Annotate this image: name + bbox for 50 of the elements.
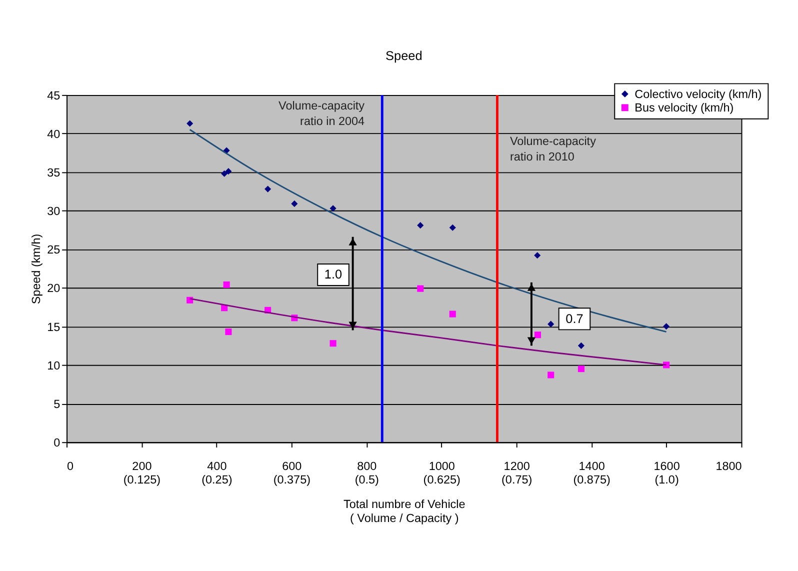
point bbox=[330, 340, 336, 347]
point bbox=[449, 310, 456, 318]
point bbox=[330, 205, 336, 212]
annotation: 0.7 bbox=[566, 310, 584, 326]
point bbox=[225, 328, 232, 336]
legend-label: Colectivo velocity (km/h) bbox=[634, 88, 762, 101]
point bbox=[578, 366, 584, 372]
chart-title: Speed bbox=[386, 48, 422, 64]
ref-line-label: Volume-capacity ratio in 2004 bbox=[278, 100, 366, 128]
y-tick-label: 10 bbox=[47, 359, 61, 372]
point bbox=[548, 372, 554, 378]
y-tick-label: 20 bbox=[47, 282, 61, 296]
point bbox=[449, 224, 456, 231]
x-tick-label: 0 bbox=[66, 460, 74, 473]
point bbox=[534, 252, 541, 259]
y-tick-label: 35 bbox=[47, 166, 61, 180]
annotation: 1.0 bbox=[324, 266, 342, 282]
y-tick-label: 5 bbox=[54, 398, 61, 411]
y-tick-label: 0 bbox=[54, 436, 61, 450]
y-tick-label: 30 bbox=[47, 205, 61, 218]
point bbox=[225, 168, 232, 175]
x-axis-title: Total numbre of Vehicle ( Volume / Capacity ) bbox=[343, 498, 466, 525]
x-tick-label: 1800 bbox=[716, 460, 742, 473]
point bbox=[221, 170, 228, 177]
point bbox=[534, 332, 541, 338]
x-tick-label: 1000 (0.625) bbox=[423, 460, 461, 487]
x-tick-label: 1200 (0.75) bbox=[502, 460, 532, 487]
x-tick-label: 400 (0.25) bbox=[202, 460, 232, 487]
point bbox=[548, 320, 554, 328]
point bbox=[186, 120, 194, 127]
y-tick-label: 25 bbox=[47, 244, 61, 257]
x-tick-label: 1400 (0.875) bbox=[573, 460, 610, 487]
point bbox=[578, 342, 584, 349]
line-series bbox=[189, 128, 668, 333]
point bbox=[417, 285, 424, 292]
ref-line-label: Volume-capacity ratio in 2010 bbox=[510, 134, 596, 164]
y-tick-label: 40 bbox=[47, 128, 61, 141]
legend-label: Bus velocity (km/h) bbox=[634, 102, 734, 115]
x-tick-label: 200 (0.125) bbox=[123, 460, 161, 487]
point bbox=[264, 186, 272, 192]
point bbox=[223, 281, 230, 288]
point bbox=[663, 323, 670, 330]
y-tick-label: 45 bbox=[47, 89, 61, 102]
x-tick-label: 1600 (1.0) bbox=[654, 460, 680, 487]
x-tick-label: 600 (0.375) bbox=[273, 460, 311, 487]
point bbox=[417, 222, 424, 229]
point bbox=[291, 200, 298, 207]
y-axis-title: Speed (km/h) bbox=[30, 234, 44, 304]
x-tick-label: 800 (0.5) bbox=[354, 460, 380, 487]
y-tick-label: 15 bbox=[47, 320, 61, 334]
